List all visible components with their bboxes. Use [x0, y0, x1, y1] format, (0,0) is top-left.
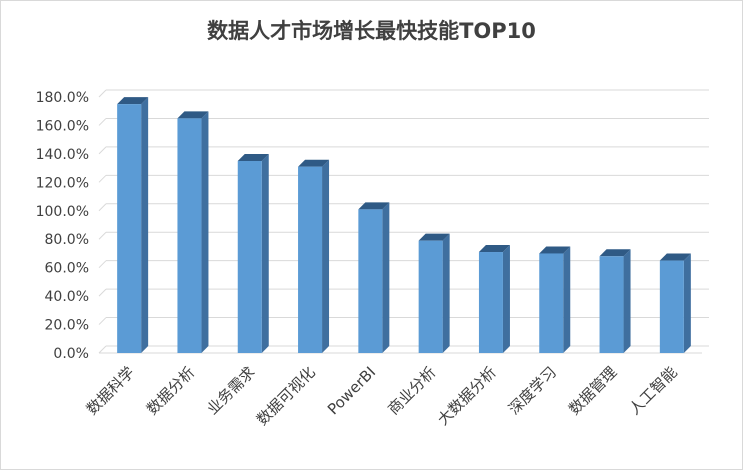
gridline-connector: [98, 231, 107, 240]
gridline-connector: [98, 317, 107, 325]
bar-top: [117, 97, 149, 105]
x-tick-label: 数据管理: [565, 363, 620, 418]
bar-top: [478, 245, 510, 253]
y-tick-label: 80.0%: [45, 232, 89, 248]
x-tick-label: 数据科学: [83, 363, 138, 418]
bar-top: [177, 111, 209, 119]
chart-title: 数据人才市场增长最快技能TOP10: [207, 19, 536, 43]
x-tick-label: 商业分析: [384, 363, 439, 418]
x-tick-label: PowerBI: [324, 363, 379, 418]
gridline-connector: [98, 89, 107, 98]
gridline-connector: [98, 260, 107, 269]
bar-side: [382, 202, 390, 353]
y-tick-label: 160.0%: [36, 118, 89, 134]
y-tick-label: 180.0%: [36, 90, 89, 106]
x-tick-label: 数据可视化: [253, 363, 319, 429]
bar-side: [683, 253, 691, 353]
bar-side: [322, 159, 330, 353]
bar-front: [539, 253, 564, 353]
x-tick-label: 数据分析: [143, 363, 198, 418]
bar: [117, 97, 149, 353]
bar-front: [117, 104, 142, 353]
bar: [599, 249, 631, 353]
y-tick-label: 120.0%: [36, 175, 89, 191]
bar-top: [418, 233, 450, 241]
bar-side: [261, 154, 269, 353]
bar-side: [502, 245, 510, 353]
gridline-connector: [98, 174, 107, 183]
bar-side: [563, 246, 571, 353]
bar-front: [659, 260, 684, 353]
bars: [117, 97, 691, 353]
y-tick-label: 0.0%: [53, 346, 89, 362]
bar-top: [358, 202, 390, 210]
bar-front: [177, 118, 202, 353]
x-tick-label: 人工智能: [626, 363, 681, 418]
bar: [358, 202, 390, 353]
bar: [177, 111, 209, 353]
bar: [298, 159, 330, 353]
bar-side: [141, 97, 149, 353]
bar-front: [599, 256, 624, 353]
y-tick-label: 60.0%: [45, 261, 89, 277]
gridline-connector: [98, 345, 107, 354]
gridline-connector: [98, 203, 107, 212]
bar-front: [478, 252, 503, 353]
gridline-connector: [98, 288, 107, 297]
bar: [539, 246, 571, 353]
y-tick-label: 140.0%: [36, 147, 89, 163]
bar-front: [298, 166, 323, 353]
bar-top: [659, 253, 691, 261]
gridline-connector: [98, 146, 107, 155]
bar: [418, 233, 450, 353]
bar: [237, 154, 269, 353]
y-axis-ticks: 0.0% 20.0% 40.0% 60.0% 80.0% 100.0% 120.0% 140.…: [36, 90, 89, 362]
y-tick-label: 100.0%: [36, 204, 89, 220]
bar: [659, 253, 691, 353]
gridline-connector: [98, 118, 107, 126]
bar-front: [237, 161, 262, 353]
bar-side: [201, 111, 209, 353]
x-tick-label: 业务需求: [203, 363, 258, 418]
bar-side: [442, 233, 450, 353]
y-tick-label: 20.0%: [45, 318, 89, 334]
bar-top: [298, 159, 330, 167]
bar-side: [623, 249, 631, 353]
x-tick-label: 深度学习: [505, 363, 560, 418]
x-tick-label: 大数据分析: [434, 363, 500, 429]
bar-front: [358, 209, 383, 353]
y-tick-label: 40.0%: [45, 289, 89, 305]
bar-top: [599, 249, 631, 257]
bar-top: [539, 246, 571, 254]
bar-front: [418, 240, 443, 353]
bar: [478, 245, 510, 353]
bar-top: [237, 154, 269, 161]
